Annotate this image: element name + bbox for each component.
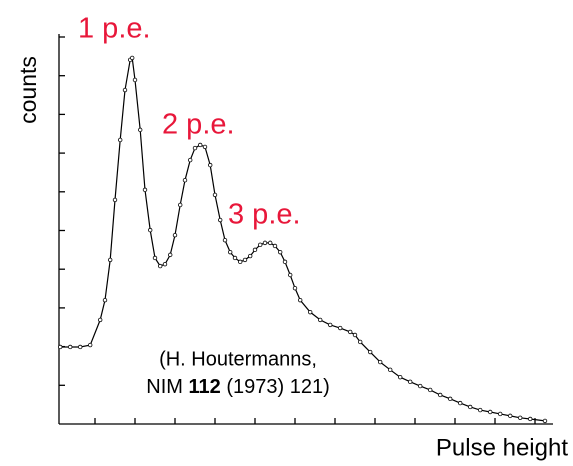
citation: NIM — [146, 376, 183, 398]
data-point — [328, 322, 333, 328]
annotation: 3 p.e. — [228, 199, 301, 231]
data-point — [157, 263, 163, 269]
data-point — [398, 374, 403, 380]
data-point — [268, 240, 273, 246]
data-point — [338, 325, 343, 331]
data-point — [508, 413, 513, 419]
data-point — [262, 240, 268, 246]
data-point — [292, 285, 298, 291]
data-point — [202, 144, 208, 150]
annotation: 1 p.e. — [78, 13, 151, 45]
annotation: 2 p.e. — [162, 109, 235, 141]
data-point — [152, 255, 158, 261]
data-point — [107, 257, 113, 263]
data-point — [388, 367, 393, 373]
data-point — [232, 255, 238, 261]
data-point — [308, 309, 313, 315]
data-point — [58, 344, 63, 350]
data-point — [478, 407, 483, 413]
data-point — [137, 127, 143, 133]
data-point — [242, 257, 248, 263]
data-point — [288, 272, 293, 278]
data-point — [212, 192, 218, 198]
data-point — [142, 187, 148, 193]
data-point — [77, 344, 83, 350]
data-point — [352, 332, 358, 338]
data-point — [418, 383, 423, 389]
data-point — [348, 329, 353, 335]
data-point — [207, 162, 213, 168]
data-point — [358, 339, 363, 345]
data-point — [182, 177, 188, 183]
data-point — [122, 87, 128, 93]
data-point — [187, 157, 193, 163]
data-point — [458, 400, 463, 406]
citation: (H. Houtermanns, — [159, 348, 317, 370]
data-point — [258, 242, 263, 248]
citation-bold: 112 — [189, 376, 221, 398]
data-point — [147, 227, 153, 233]
data-point — [408, 379, 413, 385]
data-point — [438, 392, 443, 398]
data-point — [528, 416, 533, 422]
data-point — [498, 411, 503, 417]
data-point — [518, 415, 523, 421]
data-point — [252, 247, 258, 253]
data-point — [87, 342, 93, 348]
y-axis-label: counts — [15, 56, 41, 124]
data-point — [197, 142, 203, 148]
data-point — [222, 237, 228, 243]
data-point — [237, 259, 243, 265]
data-point — [272, 243, 278, 249]
data-point — [97, 317, 103, 323]
data-point — [129, 55, 135, 61]
citation: NIM 112 (1973) 121) — [146, 376, 329, 398]
data-point — [227, 249, 233, 255]
citation: (1973) 121) — [226, 376, 329, 398]
data-point — [177, 202, 183, 208]
data-point — [172, 232, 178, 238]
data-point — [67, 344, 73, 350]
data-point — [378, 359, 383, 365]
data-point — [247, 253, 253, 259]
data-point — [102, 297, 108, 303]
data-point — [112, 197, 118, 203]
data-point — [282, 259, 288, 265]
data-point — [318, 317, 323, 323]
data-point — [167, 252, 173, 258]
data-point — [117, 137, 123, 143]
data-point — [132, 77, 138, 83]
data-point — [162, 261, 168, 267]
data-point — [488, 409, 493, 415]
data-point — [298, 297, 303, 303]
data-point — [192, 145, 198, 151]
data-point — [542, 418, 548, 424]
data-point — [428, 387, 433, 393]
data-point — [368, 349, 373, 355]
data-point — [217, 217, 223, 223]
data-point — [468, 404, 473, 410]
data-point — [448, 396, 453, 402]
x-axis-label: Pulse height — [436, 434, 568, 461]
data-point — [278, 249, 283, 255]
